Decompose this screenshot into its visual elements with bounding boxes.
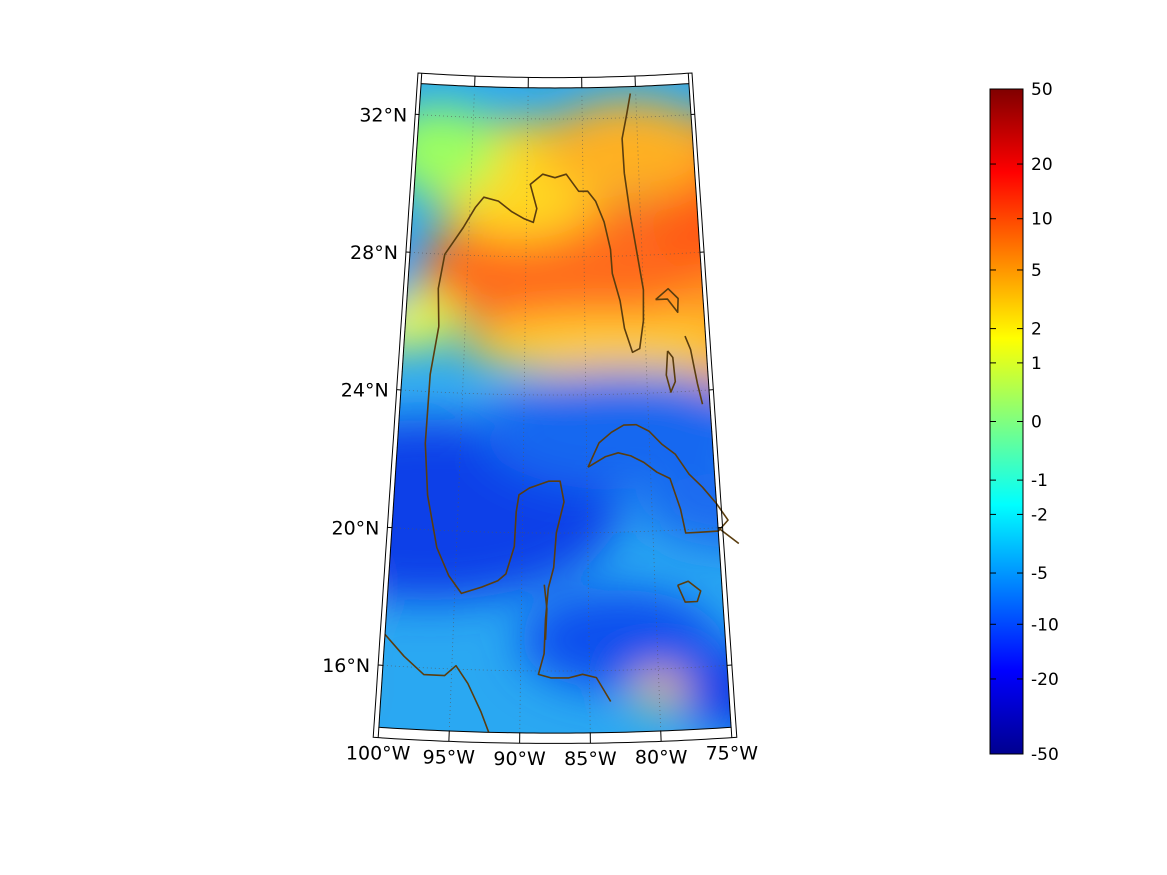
latitude-label: 28°N (350, 242, 398, 264)
longitude-label: 85°W (564, 748, 617, 770)
longitude-label: 80°W (635, 746, 688, 768)
coastline-eleuthera (684, 335, 704, 405)
latitude-label: 16°N (322, 655, 370, 677)
coastline-pacific (384, 633, 490, 733)
colorbar-label: -20 (1031, 670, 1059, 690)
colorbar-label: -5 (1031, 564, 1048, 584)
latitude-label: 20°N (332, 517, 380, 539)
longitude-label: 95°W (423, 746, 476, 768)
latitude-label: 24°N (341, 380, 389, 402)
colorbar-label: 20 (1031, 155, 1053, 175)
colorbar-label: 2 (1031, 320, 1042, 340)
latitude-label: 32°N (359, 104, 407, 126)
coastline-bahamas-abaco (655, 287, 679, 314)
colorbar-label: -10 (1031, 615, 1059, 635)
coastline-mexico (424, 326, 612, 702)
parallel-line (400, 389, 710, 396)
colorbar-label: 10 (1031, 210, 1053, 230)
latitude-labels: 16°N 20°N 24°N 28°N 32°N (322, 104, 407, 677)
frame-tick (730, 727, 733, 738)
colorbar-label: 0 (1031, 413, 1042, 433)
coastline-jamaica (676, 580, 702, 603)
colorbar-label: -50 (1031, 745, 1059, 765)
parallel-line (382, 664, 728, 672)
coastline-bahamas-andros (665, 350, 677, 393)
colorbar-label: 5 (1031, 261, 1042, 281)
frame-tick (377, 727, 380, 738)
longitude-label: 100°W (346, 743, 411, 765)
colorbar-label: -2 (1031, 505, 1048, 525)
coastline (384, 93, 740, 733)
colorbar-label: 1 (1031, 354, 1042, 374)
coastline-us-gulf (437, 93, 645, 354)
coastline-yucatan-belize (543, 584, 548, 640)
frame-tick (687, 73, 690, 84)
longitude-label: 75°W (706, 743, 759, 765)
frame-tick (420, 73, 423, 84)
parallel-line (409, 251, 701, 258)
parallel-line (419, 114, 691, 120)
anomaly-field (378, 83, 732, 734)
coastline-hispaniola (717, 527, 740, 545)
coastline-cuba (587, 423, 729, 534)
colorbar-label: -1 (1031, 471, 1048, 491)
frame-inner (378, 83, 732, 734)
map-frame (372, 72, 738, 744)
graticule-grid (378, 90, 732, 733)
longitude-label: 90°W (493, 748, 546, 770)
colorbar-label: 50 (1031, 80, 1053, 100)
longitude-labels: 100°W 95°W 90°W 85°W 80°W 75°W (346, 743, 758, 771)
frame-outer (372, 72, 738, 744)
